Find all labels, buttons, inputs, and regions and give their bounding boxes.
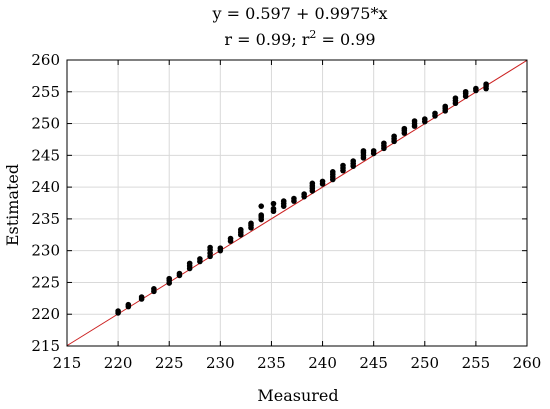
- data-point: [176, 270, 183, 277]
- data-point: [280, 198, 287, 204]
- data-point: [421, 116, 428, 122]
- data-point: [370, 148, 377, 154]
- data-point: [340, 162, 346, 169]
- data-point: [360, 148, 367, 154]
- data-point: [462, 88, 469, 95]
- data-point: [442, 103, 449, 110]
- data-point: [227, 235, 234, 242]
- y-axis-ticks: 215 220 225 230 235 240 245 250 255 260: [31, 51, 527, 355]
- data-point: [197, 256, 203, 262]
- data-point: [452, 95, 459, 101]
- y-tick-label: 250: [31, 115, 60, 133]
- y-tick-label: 260: [31, 51, 60, 69]
- x-tick-label: 235: [257, 354, 286, 372]
- data-point: [432, 110, 438, 117]
- data-point: [248, 220, 254, 227]
- data-point: [329, 169, 336, 175]
- y-tick-label: 240: [31, 178, 60, 196]
- data-point: [381, 140, 387, 147]
- data-point: [207, 244, 213, 251]
- y-axis-label: Estimated: [3, 164, 22, 246]
- data-point: [411, 118, 418, 124]
- x-tick-label: 225: [155, 354, 184, 372]
- data-point: [301, 191, 307, 197]
- chart-title-line2-prefix: r = 0.99; r: [224, 30, 309, 49]
- chart-title-line2-suffix: = 0.99: [316, 30, 375, 49]
- x-tick-label: 215: [53, 354, 82, 372]
- data-point: [309, 180, 316, 187]
- data-point: [473, 85, 479, 92]
- data-points: [115, 81, 489, 316]
- data-point: [258, 203, 265, 209]
- x-tick-label: 240: [308, 354, 337, 372]
- y-tick-label: 220: [31, 305, 60, 323]
- x-axis-label: Measured: [257, 386, 338, 405]
- data-point: [270, 200, 277, 207]
- data-point: [350, 158, 357, 164]
- data-point: [237, 226, 244, 233]
- data-point: [270, 205, 277, 212]
- x-tick-label: 220: [104, 354, 133, 372]
- y-tick-label: 235: [31, 210, 60, 228]
- plot-frame: [66, 59, 528, 347]
- data-point: [217, 245, 224, 251]
- chart-title-line1: y = 0.597 + 0.9975*x: [211, 4, 387, 23]
- data-point: [258, 212, 265, 218]
- chart-title-line2: r = 0.99; r2 = 0.99: [224, 28, 375, 49]
- x-tick-label: 245: [359, 354, 388, 372]
- x-tick-label: 230: [206, 354, 235, 372]
- y-tick-label: 230: [31, 242, 60, 260]
- y-tick-label: 245: [31, 146, 60, 164]
- grid: [67, 60, 527, 346]
- data-point: [483, 81, 489, 87]
- chart-title-line2-superscript: 2: [309, 28, 316, 41]
- x-tick-label: 260: [513, 354, 542, 372]
- data-point: [138, 294, 145, 300]
- data-point: [319, 178, 326, 185]
- data-point: [166, 275, 173, 282]
- data-point: [391, 133, 397, 140]
- y-tick-label: 255: [31, 83, 60, 101]
- data-point: [186, 260, 193, 267]
- x-tick-label: 250: [410, 354, 439, 372]
- data-point: [401, 125, 408, 132]
- y-tick-label: 225: [31, 273, 60, 291]
- data-point: [115, 308, 121, 314]
- data-point: [151, 286, 157, 292]
- x-axis-ticks: 215 220 225 230 235 240 245 250 255 260: [53, 60, 542, 372]
- x-tick-label: 255: [462, 354, 491, 372]
- y-tick-label: 215: [31, 337, 60, 355]
- data-point: [125, 301, 132, 308]
- data-point: [291, 195, 297, 202]
